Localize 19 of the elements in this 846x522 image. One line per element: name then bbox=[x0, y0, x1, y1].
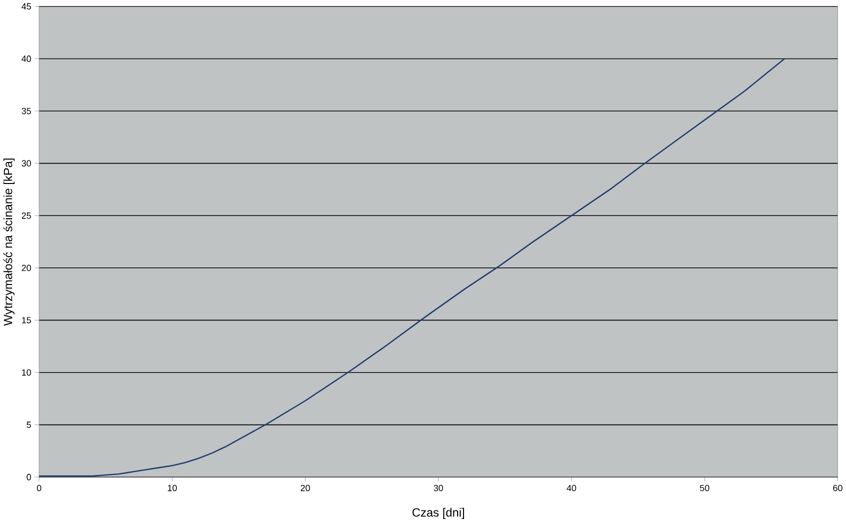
y-tick-label: 30 bbox=[22, 160, 31, 166]
x-axis-title: Czas [dni] bbox=[412, 508, 464, 519]
x-tick-label: 40 bbox=[566, 484, 576, 492]
y-tick-label: 0 bbox=[26, 474, 31, 480]
y-tick-label: 25 bbox=[22, 212, 31, 219]
y-axis-title: Wytrzymałość na ścinanie [kPa] bbox=[3, 158, 15, 326]
x-tick-label: 30 bbox=[434, 484, 444, 492]
y-tick-label: 15 bbox=[22, 316, 31, 324]
y-tick-label: 35 bbox=[22, 108, 31, 114]
y-tick-label: 45 bbox=[22, 3, 31, 10]
x-tick-label: 0 bbox=[36, 484, 42, 492]
x-tick-label: 20 bbox=[300, 484, 310, 492]
x-tick-label: 50 bbox=[700, 484, 710, 492]
y-tick-label: 10 bbox=[22, 369, 31, 376]
x-tick-label: 60 bbox=[833, 484, 842, 492]
y-tick-label: 20 bbox=[22, 264, 31, 271]
y-tick-label: 5 bbox=[26, 422, 31, 428]
x-tick-label: 10 bbox=[168, 484, 177, 492]
y-tick-label: 40 bbox=[22, 55, 31, 62]
